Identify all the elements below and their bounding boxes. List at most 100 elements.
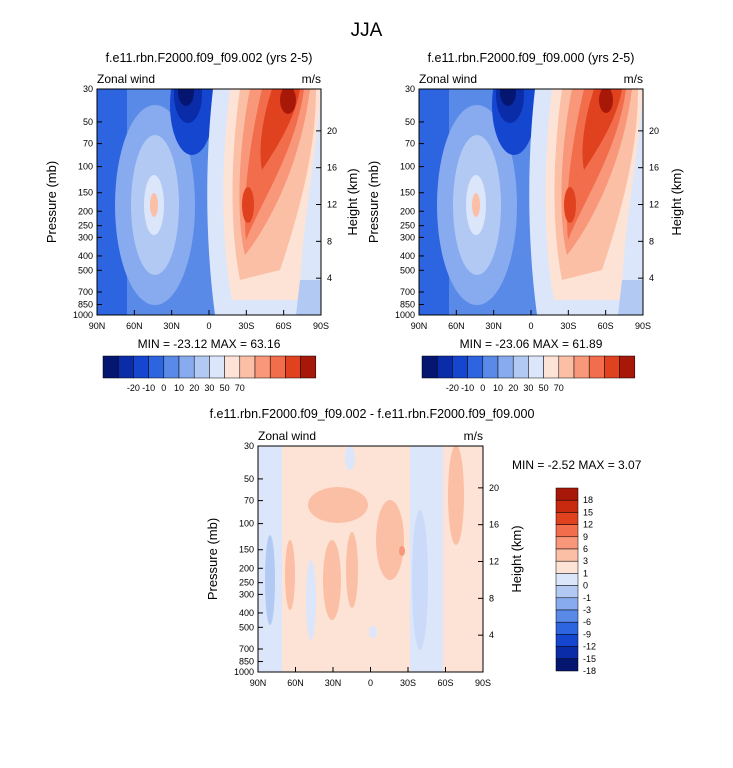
colorbar-label: -6 bbox=[583, 617, 591, 627]
y2-tick-label: 12 bbox=[489, 557, 499, 567]
colorbar-label: 6 bbox=[583, 544, 588, 554]
y-tick-label: 150 bbox=[400, 188, 415, 198]
colorbar-swatch bbox=[573, 355, 590, 379]
panel-min-max: MIN = -23.06 MAX = 61.89 bbox=[460, 337, 603, 351]
colorbar-swatch bbox=[254, 355, 271, 379]
colorbar-label: 1 bbox=[583, 568, 588, 578]
panel-left-label: Zonal wind bbox=[419, 72, 477, 86]
colorbar-swatch bbox=[285, 355, 301, 379]
y-tick-label: 30 bbox=[244, 441, 254, 451]
y-axis-label: Pressure (mb) bbox=[205, 518, 220, 600]
y2-tick-label: 8 bbox=[489, 593, 494, 603]
colorbar-swatch bbox=[555, 560, 579, 574]
colorbar: -20 -10 0 10 20 30 50 70 bbox=[421, 355, 636, 393]
y-tick-label: 200 bbox=[78, 206, 93, 216]
contour-field bbox=[258, 446, 483, 672]
panel-left-label: Zonal wind bbox=[258, 429, 316, 443]
y-tick-label: 400 bbox=[78, 251, 93, 261]
y-tick-label: 700 bbox=[400, 287, 415, 297]
x-tick-label: 30S bbox=[238, 321, 254, 331]
y-tick-label: 400 bbox=[239, 608, 254, 618]
y-tick-label: 300 bbox=[400, 232, 415, 242]
colorbar-label: 30 bbox=[204, 383, 214, 393]
y-tick-label: 250 bbox=[239, 578, 254, 588]
colorbar-swatch bbox=[102, 355, 119, 379]
y2-tick-label: 4 bbox=[489, 630, 494, 640]
colorbar-label: 12 bbox=[583, 520, 593, 530]
panel-min-max: MIN = -2.52 MAX = 3.07 bbox=[512, 458, 642, 472]
y-tick-label: 30 bbox=[83, 84, 93, 94]
colorbar-label: -10 bbox=[142, 383, 155, 393]
colorbar-swatch bbox=[482, 355, 499, 379]
colorbar-swatch bbox=[117, 355, 134, 379]
x-tick-label: 90N bbox=[411, 321, 428, 331]
y-tick-label: 250 bbox=[78, 221, 93, 231]
colorbar-swatch bbox=[555, 621, 579, 635]
y-tick-label: 70 bbox=[83, 139, 93, 149]
y-tick-label: 1000 bbox=[73, 310, 93, 320]
colorbar-label: 50 bbox=[539, 383, 549, 393]
y-tick-label: 250 bbox=[400, 221, 415, 231]
x-tick-label: 30S bbox=[560, 321, 576, 331]
y2-tick-label: 20 bbox=[327, 126, 337, 136]
y-tick-label: 1000 bbox=[234, 667, 254, 677]
y-tick-label: 30 bbox=[405, 84, 415, 94]
y-tick-label: 500 bbox=[78, 265, 93, 275]
y-tick-label: 850 bbox=[78, 300, 93, 310]
y2-axis-label: Height (km) bbox=[509, 525, 524, 592]
colorbar: -20 -10 0 10 20 30 50 70 bbox=[102, 355, 317, 393]
colorbar-label: 30 bbox=[523, 383, 533, 393]
y-tick-label: 850 bbox=[239, 657, 254, 667]
zonal-wind-panel-000: f.e11.rbn.F2000.f09_f09.000 (yrs 2-5) Zo… bbox=[366, 51, 684, 393]
x-tick-label: 0 bbox=[528, 321, 533, 331]
y2-tick-label: 16 bbox=[327, 163, 337, 173]
contour-field bbox=[419, 89, 643, 315]
colorbar-swatch bbox=[543, 355, 560, 379]
colorbar-swatch bbox=[148, 355, 165, 379]
x-tick-label: 30N bbox=[325, 678, 342, 688]
y-tick-label: 700 bbox=[239, 644, 254, 654]
y-axis-label: Pressure (mb) bbox=[366, 161, 381, 243]
colorbar-label: -10 bbox=[461, 383, 474, 393]
colorbar-swatch bbox=[555, 646, 579, 660]
y2-tick-label: 16 bbox=[489, 520, 499, 530]
y2-tick-label: 12 bbox=[649, 200, 659, 210]
colorbar-label: -12 bbox=[583, 642, 596, 652]
colorbar-label: 15 bbox=[583, 507, 593, 517]
colorbar-swatch bbox=[452, 355, 468, 379]
colorbar-label: 0 bbox=[583, 581, 588, 591]
y-tick-label: 850 bbox=[400, 300, 415, 310]
y-tick-label: 50 bbox=[244, 474, 254, 484]
colorbar-label: -18 bbox=[583, 666, 596, 676]
colorbar-swatch bbox=[269, 355, 286, 379]
y2-axis-label: Height (km) bbox=[345, 168, 360, 235]
y-tick-label: 100 bbox=[78, 162, 93, 172]
colorbar-swatch bbox=[512, 355, 529, 379]
colorbar-label: 20 bbox=[508, 383, 518, 393]
panel-title: f.e11.rbn.F2000.f09_f09.002 (yrs 2-5) bbox=[106, 51, 313, 65]
colorbar-swatch bbox=[555, 609, 579, 623]
colorbar-label: 70 bbox=[235, 383, 245, 393]
colorbar-label: -3 bbox=[583, 605, 591, 615]
colorbar-label: 0 bbox=[480, 383, 485, 393]
x-tick-label: 90S bbox=[313, 321, 329, 331]
zonal-wind-difference-panel: f.e11.rbn.F2000.f09_f09.002 - f.e11.rbn.… bbox=[205, 407, 642, 688]
colorbar-label: 20 bbox=[189, 383, 199, 393]
colorbar-swatch bbox=[555, 536, 579, 550]
colorbar-swatch bbox=[555, 658, 579, 672]
y2-tick-label: 12 bbox=[327, 200, 337, 210]
y2-tick-label: 4 bbox=[649, 273, 654, 283]
colorbar-swatch bbox=[555, 573, 579, 586]
panel-units-label: m/s bbox=[302, 72, 321, 86]
x-tick-label: 60S bbox=[598, 321, 614, 331]
colorbar-label: -20 bbox=[446, 383, 459, 393]
y-tick-label: 50 bbox=[83, 117, 93, 127]
panel-title: f.e11.rbn.F2000.f09_f09.000 (yrs 2-5) bbox=[428, 51, 635, 65]
panel-title: f.e11.rbn.F2000.f09_f09.002 - f.e11.rbn.… bbox=[210, 407, 535, 421]
colorbar-label: -15 bbox=[583, 654, 596, 664]
colorbar-swatch bbox=[133, 355, 149, 379]
x-tick-label: 30S bbox=[400, 678, 416, 688]
y-tick-label: 150 bbox=[239, 545, 254, 555]
colorbar-label: -1 bbox=[583, 593, 591, 603]
